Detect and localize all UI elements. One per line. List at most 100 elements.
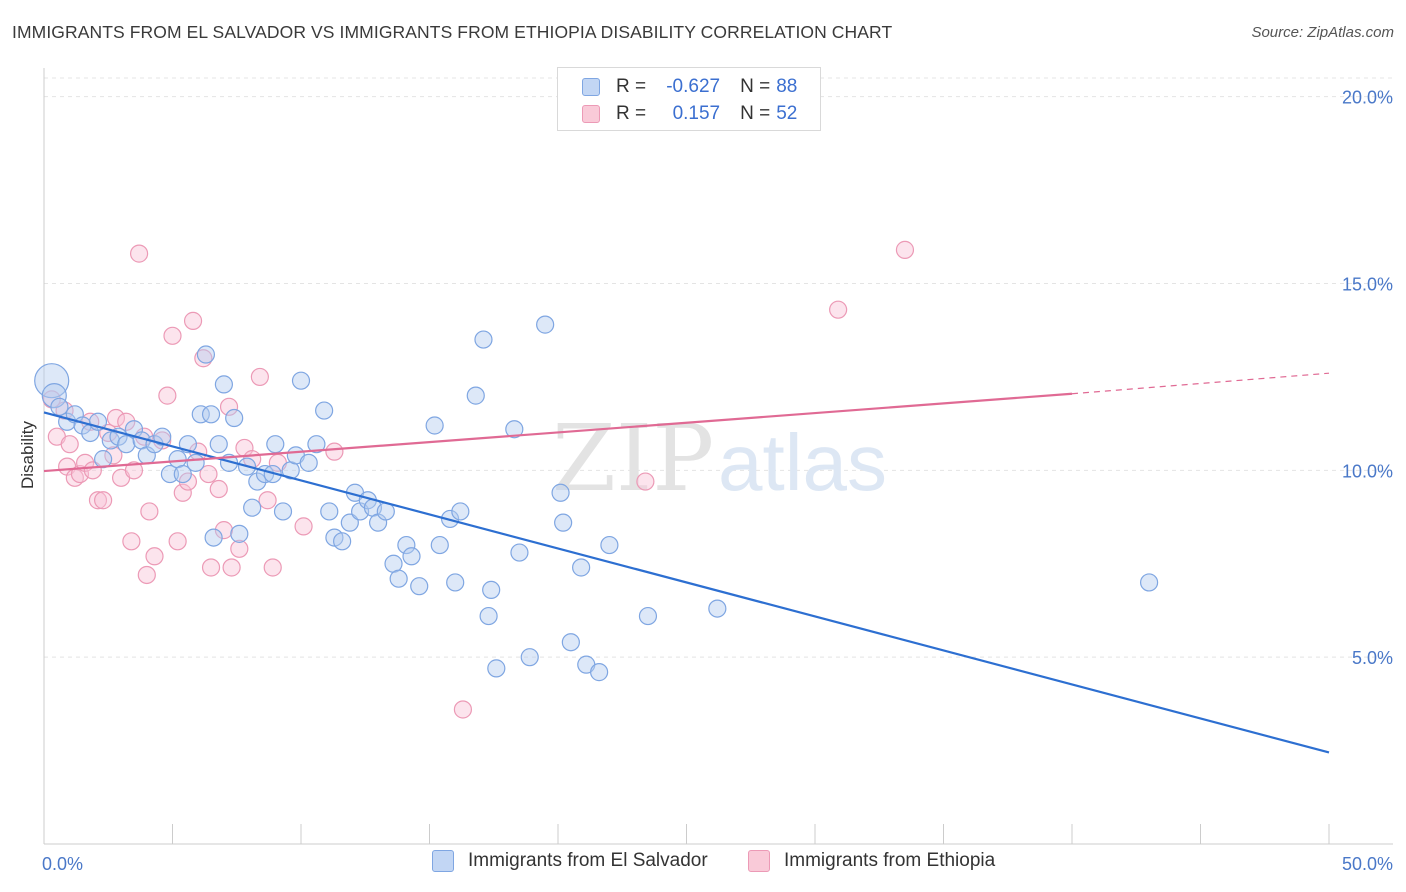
el-salvador-point [315, 401, 334, 420]
el-salvador-point [708, 599, 727, 618]
el-salvador-swatch [582, 78, 600, 96]
el-salvador-point [248, 472, 267, 491]
series-legend-ethiopia: Immigrants from Ethiopia [748, 850, 995, 872]
el-salvador-point [191, 405, 210, 424]
series-legend-label: Immigrants from Ethiopia [784, 850, 996, 871]
ethiopia-point [106, 408, 126, 428]
el-salvador-point [520, 648, 539, 667]
el-salvador-point [153, 427, 172, 446]
watermark-zip: ZIP [552, 405, 714, 512]
ethiopia-swatch [582, 105, 600, 123]
el-salvador-point [307, 435, 326, 454]
el-salvador-point [41, 383, 67, 409]
watermark-atlas: atlas [718, 418, 887, 507]
ethiopia-point [158, 386, 177, 405]
legend-n-label: N = [740, 103, 771, 124]
y-tick-label: 10.0% [1342, 461, 1393, 481]
el-salvador-point [209, 435, 228, 454]
el-salvador-point [204, 528, 223, 547]
ethiopia-point [104, 446, 123, 465]
ethiopia-point [88, 491, 108, 510]
el-salvador-swatch [432, 850, 454, 872]
el-salvador-point [561, 633, 580, 652]
legend-n-value: 52 [776, 103, 798, 124]
el-salvador-point [510, 543, 529, 562]
x-tick-label: 50.0% [1342, 854, 1393, 874]
el-salvador-point [266, 435, 285, 454]
el-salvador-point [117, 435, 136, 454]
el-salvador-point [482, 580, 501, 600]
el-salvador-point [94, 450, 113, 469]
el-salvador-point [299, 453, 318, 472]
el-salvador-point [554, 513, 573, 532]
ethiopia-point [258, 491, 277, 510]
el-salvador-point [572, 558, 591, 577]
ethiopia-point [168, 532, 187, 551]
el-salvador-point [505, 420, 524, 439]
axes [43, 68, 1393, 845]
ethiopia-point [199, 464, 218, 484]
el-salvador-point [201, 405, 221, 424]
el-salvador-point [600, 535, 619, 555]
trend-lines [43, 372, 1330, 754]
el-salvador-point [551, 483, 570, 502]
legend-r-label: R = [616, 103, 647, 124]
el-salvador-point [214, 375, 233, 394]
ethiopia-point [636, 472, 655, 491]
grid-lines [44, 77, 1393, 658]
x-tick-label: 0.0% [42, 854, 83, 874]
ethiopia-point [895, 240, 915, 259]
el-salvador-point [425, 416, 444, 435]
ethiopia-point [173, 483, 192, 502]
el-salvador-point [590, 663, 609, 682]
el-salvador-point [160, 464, 180, 484]
series-legend-el-salvador: Immigrants from El Salvador [432, 850, 708, 872]
el-salvador-point [320, 502, 339, 521]
source-label: Source: ZipAtlas.com [1251, 24, 1394, 41]
el-salvador-point [410, 577, 429, 596]
ethiopia-point [209, 479, 228, 499]
el-salvador-point [230, 524, 249, 543]
el-salvador-point [487, 659, 506, 678]
ethiopia-point [117, 412, 136, 431]
ethiopia-point [60, 435, 79, 454]
ethiopia-trend-extension [1071, 372, 1330, 395]
y-axis-label: Disability [18, 420, 37, 489]
el-salvador-point [638, 606, 658, 626]
el-salvador-point [34, 363, 70, 399]
legend-row-el-salvador: R = -0.627 N = 88 [582, 74, 797, 100]
el-salvador-point [340, 513, 359, 532]
el-salvador-point [50, 397, 69, 416]
el-salvador-points [34, 315, 1159, 682]
ethiopia-point [294, 517, 313, 536]
stats-legend: R = -0.627 N = 88 R = 0.157 N = 52 [557, 67, 821, 131]
el-salvador-point [173, 464, 192, 484]
ethiopia-point [145, 547, 164, 566]
legend-row-ethiopia: R = 0.157 N = 52 [582, 101, 797, 127]
ethiopia-point [129, 244, 149, 263]
ethiopia-swatch [748, 850, 770, 872]
legend-r-label: R = [616, 76, 647, 97]
ethiopia-point [124, 461, 144, 480]
ethiopia-point [263, 558, 282, 577]
ethiopia-point [325, 442, 344, 461]
el-salvador-point [474, 330, 493, 349]
ethiopia-point [219, 397, 239, 416]
series-legend-label: Immigrants from El Salvador [468, 850, 708, 871]
tick-labels: 5.0% 10.0% 15.0% 20.0% 0.0% 50.0% [42, 88, 1393, 874]
el-salvador-point [466, 386, 485, 405]
ethiopia-point [183, 311, 203, 330]
ethiopia-point [163, 326, 182, 345]
el-salvador-point [333, 532, 352, 551]
el-salvador-point [225, 408, 244, 428]
legend-r-value: 0.157 [672, 103, 721, 124]
el-salvador-point [291, 371, 311, 390]
ethiopia-point [140, 502, 159, 521]
el-salvador-point [1139, 573, 1159, 592]
ethiopia-point [222, 558, 241, 577]
y-tick-label: 5.0% [1352, 648, 1393, 668]
el-salvador-point [389, 569, 408, 588]
el-salvador-point [186, 453, 205, 472]
el-salvador-point [196, 345, 216, 364]
